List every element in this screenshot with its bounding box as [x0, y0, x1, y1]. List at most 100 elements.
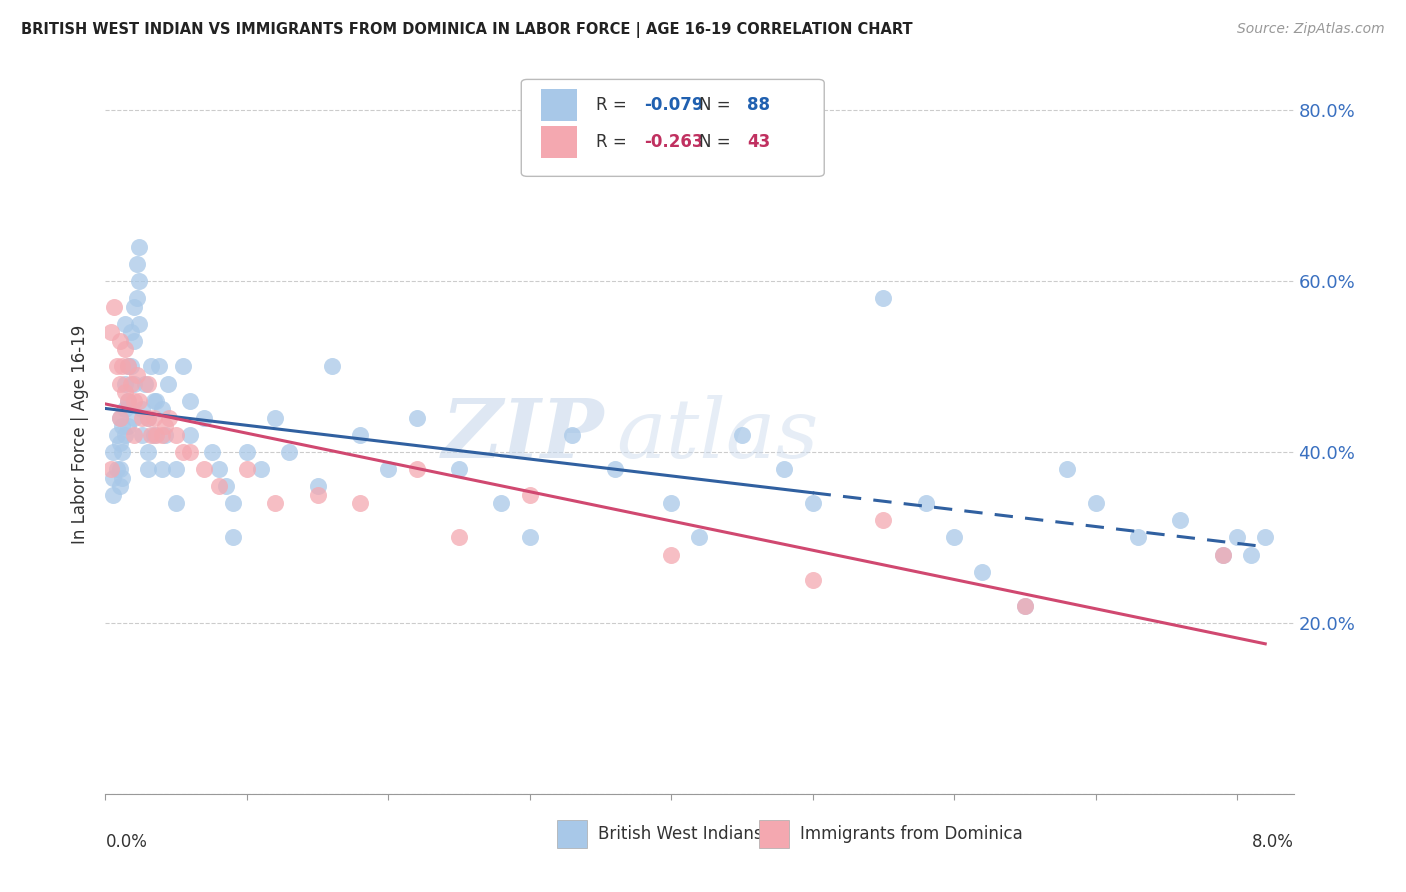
- Point: [1126, 530, 1149, 544]
- Point: [165, 427, 187, 442]
- Text: N =: N =: [700, 133, 737, 152]
- Text: R =: R =: [596, 133, 633, 152]
- Point: [236, 462, 259, 476]
- Point: [122, 376, 145, 391]
- Point: [145, 393, 167, 408]
- Point: [872, 291, 894, 305]
- Text: Source: ZipAtlas.com: Source: ZipAtlas.com: [1237, 22, 1385, 37]
- Point: [731, 427, 754, 442]
- Bar: [541, 88, 576, 121]
- Point: [131, 402, 153, 417]
- Point: [1212, 548, 1234, 562]
- Point: [114, 376, 136, 391]
- Point: [108, 376, 131, 391]
- Point: [120, 359, 142, 374]
- Point: [100, 325, 122, 339]
- Point: [872, 513, 894, 527]
- Point: [122, 427, 145, 442]
- Point: [105, 359, 128, 374]
- Point: [128, 240, 150, 254]
- Point: [1226, 530, 1249, 544]
- Point: [114, 402, 136, 417]
- Bar: [541, 126, 576, 159]
- Point: [139, 359, 162, 374]
- Point: [659, 548, 682, 562]
- Point: [131, 410, 153, 425]
- Point: [153, 427, 176, 442]
- Point: [972, 565, 994, 579]
- Point: [145, 427, 167, 442]
- Text: BRITISH WEST INDIAN VS IMMIGRANTS FROM DOMINICA IN LABOR FORCE | AGE 16-19 CORRE: BRITISH WEST INDIAN VS IMMIGRANTS FROM D…: [21, 22, 912, 38]
- Text: 43: 43: [747, 133, 770, 152]
- Point: [125, 368, 148, 382]
- Point: [117, 419, 139, 434]
- Point: [150, 462, 173, 476]
- Text: 88: 88: [747, 96, 770, 114]
- Point: [131, 427, 153, 442]
- Point: [801, 496, 824, 510]
- Point: [943, 530, 966, 544]
- Point: [103, 300, 125, 314]
- Point: [156, 376, 179, 391]
- Point: [278, 445, 301, 459]
- Point: [108, 436, 131, 450]
- Point: [117, 359, 139, 374]
- Point: [207, 479, 229, 493]
- Point: [150, 427, 173, 442]
- Point: [125, 291, 148, 305]
- Point: [349, 427, 371, 442]
- Point: [128, 393, 150, 408]
- Point: [207, 462, 229, 476]
- Point: [139, 427, 162, 442]
- Point: [122, 300, 145, 314]
- Point: [120, 325, 142, 339]
- Point: [1240, 548, 1263, 562]
- Point: [128, 274, 150, 288]
- Point: [172, 445, 194, 459]
- Text: N =: N =: [700, 96, 737, 114]
- Point: [101, 488, 124, 502]
- Point: [105, 462, 128, 476]
- Point: [142, 410, 165, 425]
- Point: [801, 573, 824, 587]
- Point: [264, 496, 287, 510]
- Point: [377, 462, 399, 476]
- Point: [117, 359, 139, 374]
- Text: R =: R =: [596, 96, 633, 114]
- Point: [405, 462, 427, 476]
- Text: ZIP: ZIP: [441, 395, 605, 475]
- Point: [447, 530, 470, 544]
- Point: [914, 496, 936, 510]
- Point: [111, 470, 134, 484]
- Point: [307, 488, 329, 502]
- Point: [114, 385, 136, 400]
- Point: [773, 462, 796, 476]
- Text: British West Indians: British West Indians: [599, 825, 763, 843]
- Point: [108, 410, 131, 425]
- Point: [172, 359, 194, 374]
- Point: [519, 530, 541, 544]
- Point: [200, 445, 222, 459]
- Point: [108, 410, 131, 425]
- Text: atlas: atlas: [616, 395, 818, 475]
- Point: [136, 445, 159, 459]
- Point: [193, 462, 215, 476]
- Point: [222, 496, 245, 510]
- Text: Immigrants from Dominica: Immigrants from Dominica: [800, 825, 1024, 843]
- Point: [111, 359, 134, 374]
- Point: [111, 445, 134, 459]
- Point: [111, 419, 134, 434]
- Point: [122, 410, 145, 425]
- Bar: [557, 821, 586, 847]
- Point: [101, 445, 124, 459]
- Point: [519, 488, 541, 502]
- Point: [108, 462, 131, 476]
- Y-axis label: In Labor Force | Age 16-19: In Labor Force | Age 16-19: [70, 326, 89, 544]
- Point: [136, 410, 159, 425]
- Point: [128, 317, 150, 331]
- Point: [1014, 599, 1036, 613]
- Point: [561, 427, 583, 442]
- Point: [125, 257, 148, 271]
- Point: [193, 410, 215, 425]
- Point: [603, 462, 626, 476]
